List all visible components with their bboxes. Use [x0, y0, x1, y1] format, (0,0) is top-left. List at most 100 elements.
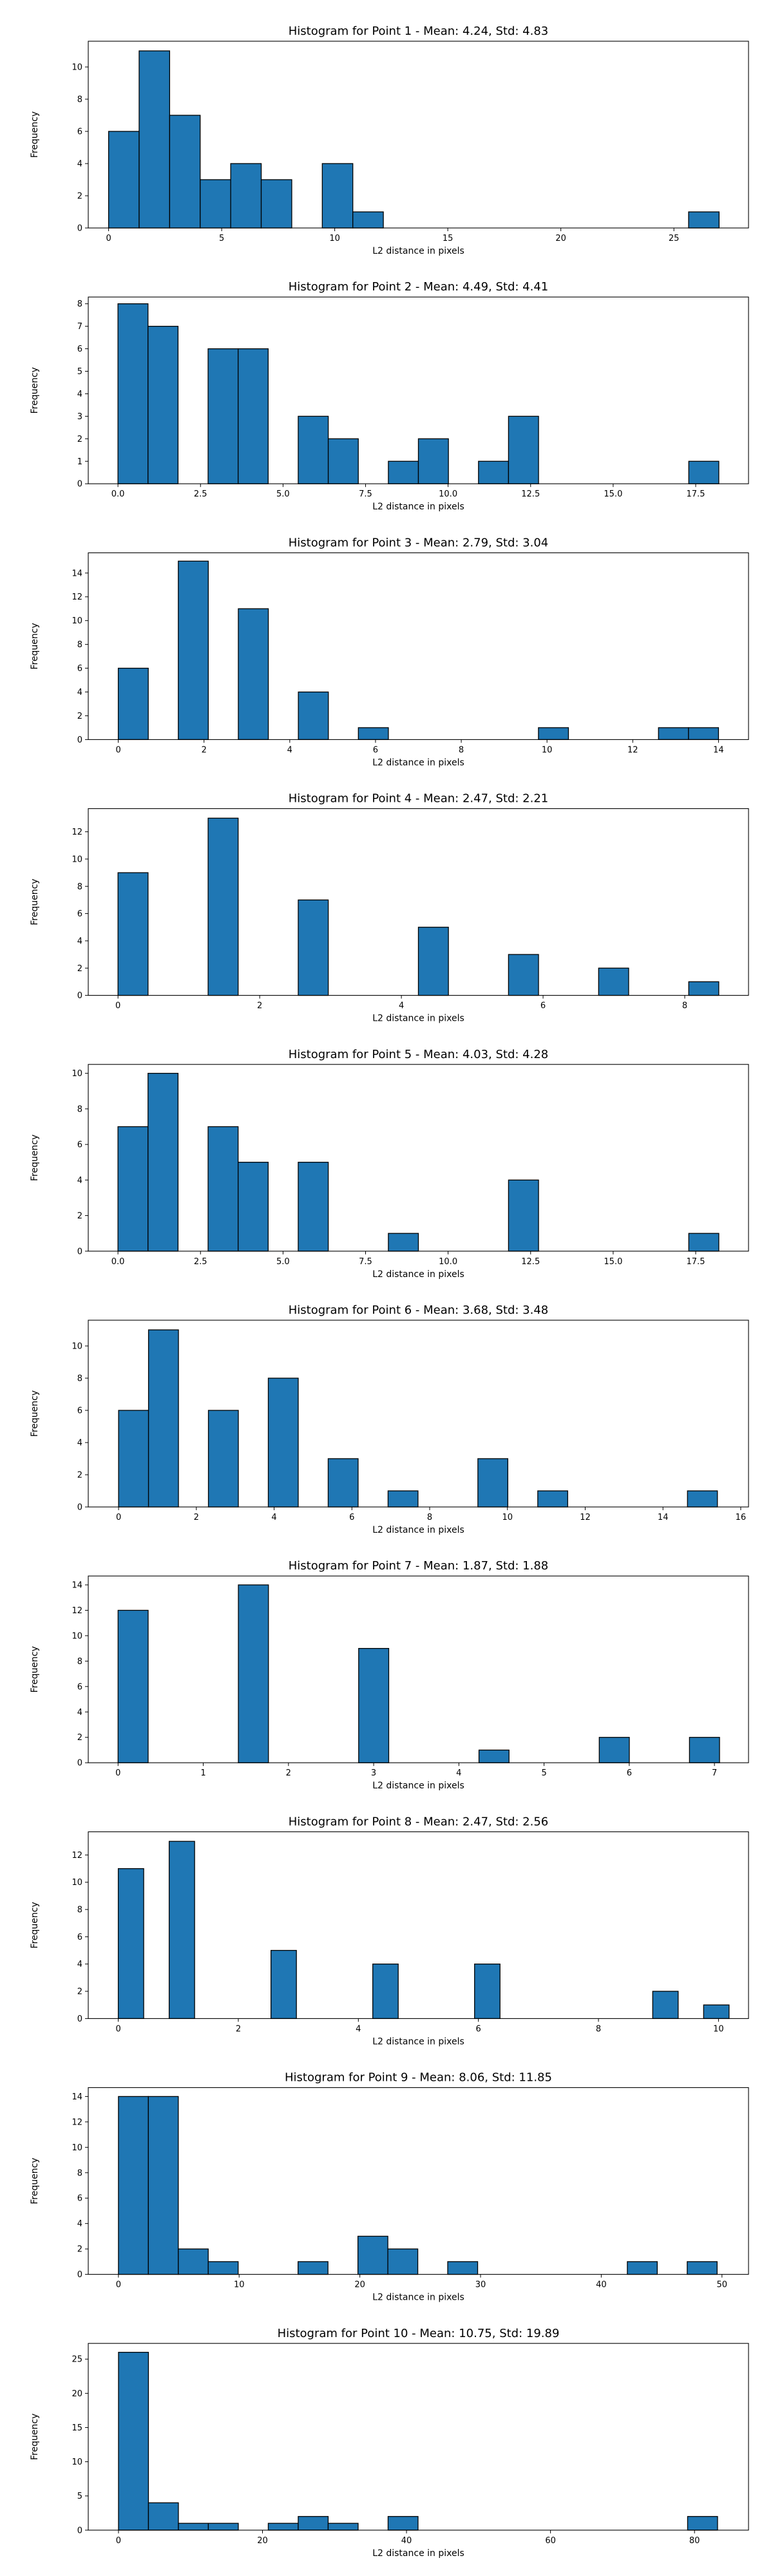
x-tick-label: 25: [669, 234, 680, 243]
y-tick-label: 8: [77, 1657, 82, 1667]
histogram-bar: [148, 2096, 179, 2275]
y-tick-label: 10: [72, 855, 82, 864]
y-axis-label: Frequency: [30, 1135, 40, 1181]
y-tick-label: 8: [77, 1104, 82, 1114]
y-tick-label: 6: [77, 2194, 82, 2204]
histogram-bar: [388, 460, 419, 484]
x-tick-label: 8: [459, 745, 464, 755]
x-axis-label: L2 distance in pixels: [372, 502, 464, 512]
histogram-bar: [118, 1410, 149, 1508]
y-tick-label: 10: [72, 1342, 82, 1352]
x-tick-label: 0: [115, 1001, 120, 1011]
histogram-bar: [207, 1126, 239, 1252]
x-tick-label: 7.5: [359, 1257, 372, 1267]
y-tick-label: 1: [77, 457, 82, 467]
x-axis-label: L2 distance in pixels: [372, 246, 464, 256]
histogram-bar: [327, 438, 359, 484]
histogram-bar: [178, 2523, 209, 2531]
x-tick-label: 7.5: [359, 489, 372, 499]
x-tick-label: 4: [356, 2024, 361, 2034]
y-tick-label: 5: [77, 367, 82, 377]
y-tick-label: 10: [72, 1878, 82, 1888]
x-tick-label: 2: [202, 745, 207, 755]
y-axis-label: Frequency: [30, 111, 40, 158]
histogram-bar: [478, 1749, 510, 1763]
y-tick-label: 10: [72, 616, 82, 626]
x-tick-label: 30: [475, 2280, 486, 2290]
chart-title: Histogram for Point 3 - Mean: 2.79, Std:…: [289, 536, 549, 549]
y-tick-label: 0: [77, 1247, 82, 1256]
histogram-bar: [238, 608, 269, 741]
x-axis-label: L2 distance in pixels: [372, 2548, 464, 2559]
histogram-bar: [652, 1991, 679, 2020]
y-tick-label: 3: [77, 412, 82, 422]
y-tick-label: 2: [77, 435, 82, 444]
y-tick-label: 12: [72, 828, 82, 837]
x-tick-label: 12: [627, 745, 638, 755]
y-tick-label: 4: [77, 2219, 82, 2229]
histogram-bar: [327, 1458, 359, 1508]
x-tick-label: 8: [427, 1513, 432, 1522]
histogram-bar: [658, 727, 689, 741]
x-tick-label: 8: [596, 2024, 601, 2034]
histogram-bar: [703, 2004, 730, 2020]
x-tick-label: 6: [540, 1001, 546, 1011]
y-axis-label: Frequency: [30, 623, 40, 669]
x-tick-label: 6: [349, 1513, 354, 1522]
x-axis-label: L2 distance in pixels: [372, 1525, 464, 1535]
x-tick-label: 15: [443, 234, 453, 243]
plot-frame: [88, 41, 749, 229]
histogram-bar: [270, 1949, 297, 2020]
histogram-bar: [168, 1841, 195, 2020]
plot-frame: [88, 552, 749, 740]
y-tick-label: 8: [77, 882, 82, 892]
y-tick-label: 2: [77, 712, 82, 721]
plot-frame: [88, 296, 749, 484]
y-tick-label: 8: [77, 1906, 82, 1915]
y-tick-label: 2: [77, 1987, 82, 1997]
y-tick-label: 25: [72, 2355, 82, 2365]
histogram-bar: [238, 1584, 269, 1763]
x-tick-label: 10: [234, 2280, 245, 2290]
x-tick-label: 7: [712, 1768, 717, 1778]
chart-title: Histogram for Point 4 - Mean: 2.47, Std:…: [289, 792, 549, 806]
y-tick-label: 6: [77, 1141, 82, 1150]
y-tick-label: 7: [77, 322, 82, 332]
y-tick-label: 12: [72, 1606, 82, 1616]
histogram-bar: [117, 303, 149, 484]
histogram-bar: [387, 2248, 419, 2275]
histogram-bar: [537, 1490, 568, 1508]
x-tick-label: 0.0: [111, 1257, 125, 1267]
x-tick-label: 12: [580, 1513, 591, 1522]
histogram-bar: [538, 727, 569, 741]
y-tick-label: 4: [77, 1708, 82, 1718]
x-tick-label: 6: [627, 1768, 632, 1778]
x-tick-label: 0: [115, 2024, 120, 2034]
x-tick-label: 0: [106, 234, 111, 243]
y-axis-label: Frequency: [30, 2414, 40, 2460]
histogram-bar: [387, 2515, 419, 2531]
histogram-bar: [200, 179, 231, 229]
x-tick-label: 10: [713, 2024, 724, 2034]
histogram-bar: [169, 115, 201, 229]
y-tick-label: 2: [77, 964, 82, 974]
x-tick-label: 0: [116, 2280, 121, 2290]
histogram-bar: [477, 1458, 508, 1508]
plot-frame: [88, 1831, 749, 2019]
y-axis-label: Frequency: [30, 2157, 40, 2204]
y-tick-label: 0: [77, 2526, 82, 2535]
x-tick-label: 17.5: [687, 1257, 705, 1267]
y-tick-label: 14: [72, 2092, 82, 2102]
y-tick-label: 4: [77, 1439, 82, 1448]
y-tick-label: 10: [72, 63, 82, 73]
histogram-bar: [117, 667, 149, 741]
histogram-bar: [321, 163, 354, 229]
histogram-bar: [267, 1378, 299, 1508]
histogram-bar: [117, 872, 149, 996]
histogram-bar: [207, 1410, 239, 1508]
x-tick-label: 0: [115, 1768, 120, 1778]
x-tick-label: 0: [116, 1513, 121, 1522]
y-tick-label: 6: [77, 1933, 82, 1942]
y-tick-label: 10: [72, 2458, 82, 2467]
